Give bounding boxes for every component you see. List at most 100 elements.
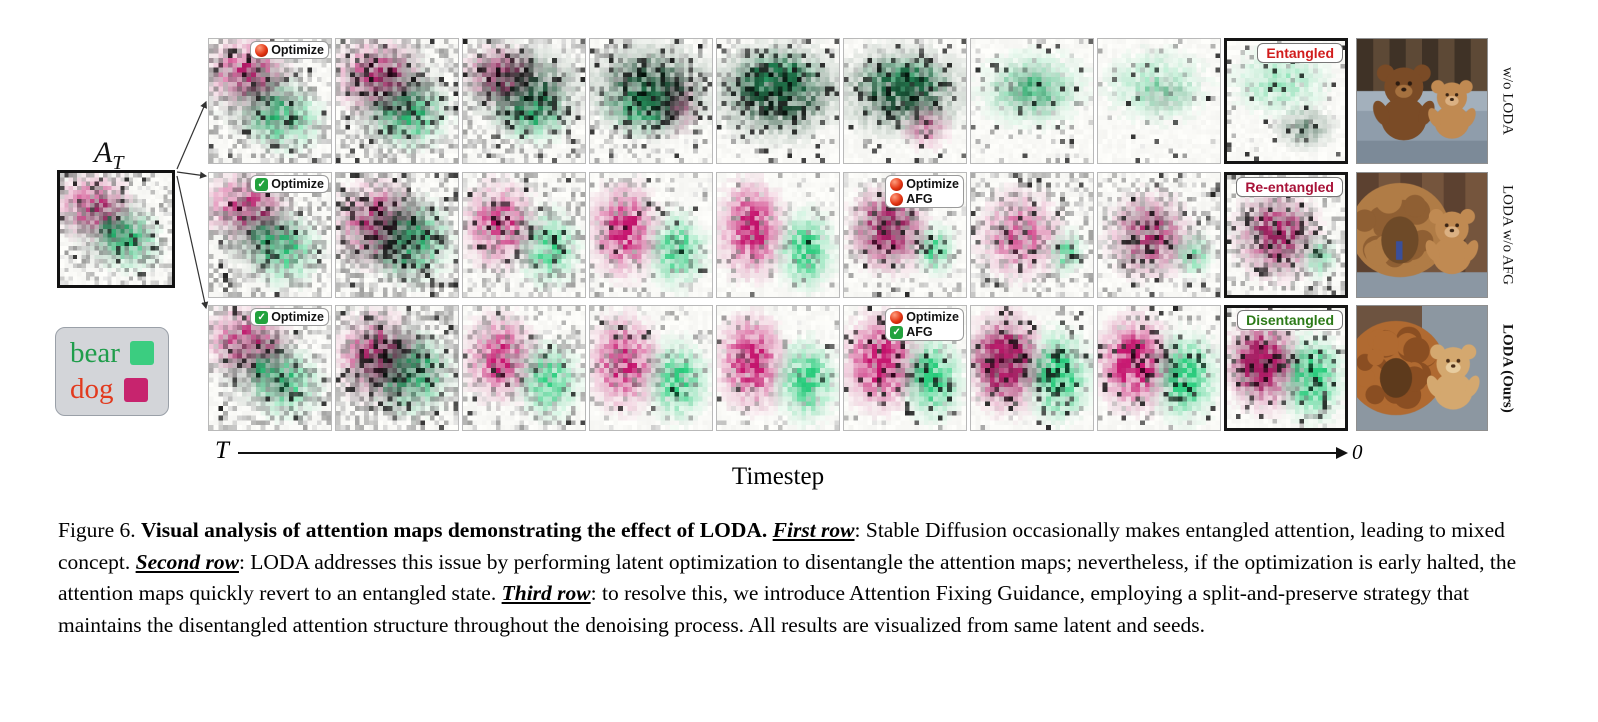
optimize-afg-badge: Optimize AFG bbox=[885, 175, 964, 208]
optimize-afg-badge: Optimize ✓ AFG bbox=[885, 308, 964, 341]
attention-cell: ✓ Optimize bbox=[208, 172, 332, 298]
axis-start-label: T bbox=[215, 437, 229, 464]
attention-cell: Optimize bbox=[208, 38, 332, 164]
attention-cell bbox=[716, 38, 840, 164]
attention-cell bbox=[970, 305, 1094, 431]
at-label-sub: T bbox=[112, 152, 124, 174]
attention-cell: Disentangled bbox=[1224, 305, 1348, 431]
attention-cell: Optimize AFG bbox=[843, 172, 967, 298]
optimize-off-icon bbox=[890, 192, 904, 206]
figure-caption: Figure 6. Visual analysis of attention m… bbox=[58, 515, 1542, 641]
badge-label: AFG bbox=[906, 192, 933, 206]
attention-cell bbox=[589, 305, 713, 431]
state-badge: Re-entangled bbox=[1236, 177, 1343, 197]
attention-map-canvas bbox=[463, 173, 585, 297]
optimize-off-icon bbox=[255, 43, 269, 57]
optimize-off-icon bbox=[890, 310, 904, 324]
attention-cell bbox=[589, 172, 713, 298]
badge-line: AFG bbox=[890, 192, 959, 206]
generated-image bbox=[1356, 305, 1488, 431]
attention-row-3: ✓ Optimize Optimize ✓ AFG Disentangled bbox=[208, 305, 1488, 431]
optimize-badge: ✓ Optimize bbox=[250, 308, 329, 326]
at-label: AT bbox=[94, 136, 123, 175]
optimize-off-icon bbox=[890, 177, 904, 191]
attention-row-2: ✓ Optimize Optimize AFG Re-entangled bbox=[208, 172, 1488, 298]
attention-map-canvas bbox=[336, 306, 458, 430]
attention-map-canvas bbox=[717, 306, 839, 430]
attention-cell bbox=[589, 38, 713, 164]
attention-map-canvas bbox=[336, 39, 458, 163]
fanout-arrows-icon bbox=[176, 100, 209, 310]
attention-cell bbox=[462, 305, 586, 431]
attention-map-canvas bbox=[463, 39, 585, 163]
attention-map-canvas bbox=[971, 173, 1093, 297]
caption-text-2: : LODA addresses this issue by performin… bbox=[58, 549, 1517, 606]
attention-cell: Re-entangled bbox=[1224, 172, 1348, 298]
legend-item-bear: bear bbox=[70, 338, 154, 368]
attention-map-canvas bbox=[1098, 306, 1220, 430]
axis-end-label: 0 bbox=[1352, 440, 1363, 464]
attention-cell: Optimize ✓ AFG bbox=[843, 305, 967, 431]
check-icon: ✓ bbox=[255, 177, 269, 191]
legend-label: bear bbox=[70, 337, 120, 369]
figure-panel: AT bear dog Optimize Entangled ✓ Optimize Opt… bbox=[55, 38, 1516, 490]
attention-cell bbox=[462, 38, 586, 164]
attention-map-canvas bbox=[463, 306, 585, 430]
optimize-badge: Optimize bbox=[250, 41, 329, 59]
badge-line: Optimize bbox=[255, 43, 324, 57]
attention-map-canvas bbox=[1098, 173, 1220, 297]
attention-cell bbox=[1097, 305, 1221, 431]
row-label-1: w/o LODA bbox=[1499, 67, 1516, 135]
legend-swatch bbox=[123, 377, 148, 402]
caption-second-row-ref: Second row bbox=[135, 549, 239, 574]
attention-map-canvas bbox=[1098, 39, 1220, 163]
badge-line: Optimize bbox=[890, 177, 959, 191]
attention-map-canvas bbox=[590, 39, 712, 163]
attention-cell bbox=[843, 38, 967, 164]
generated-image bbox=[1356, 172, 1488, 298]
attention-map-canvas bbox=[717, 39, 839, 163]
attention-cell bbox=[716, 172, 840, 298]
attention-cell bbox=[970, 172, 1094, 298]
attention-cell bbox=[1097, 38, 1221, 164]
attention-cell bbox=[335, 305, 459, 431]
attention-map-canvas bbox=[590, 173, 712, 297]
attention-map-canvas bbox=[844, 39, 966, 163]
attention-map-canvas bbox=[717, 173, 839, 297]
attention-map-canvas bbox=[336, 173, 458, 297]
caption-first-row-ref: First row bbox=[772, 518, 855, 542]
badge-label: Optimize bbox=[906, 177, 959, 191]
badge-label: Optimize bbox=[271, 310, 324, 324]
caption-figure-number: Figure 6. bbox=[58, 518, 142, 542]
state-badge: Entangled bbox=[1257, 43, 1343, 63]
badge-line: ✓ Optimize bbox=[255, 177, 324, 191]
badge-line: ✓ AFG bbox=[890, 325, 959, 339]
attention-map-canvas bbox=[209, 173, 331, 297]
caption-text-1: : Stable Diffusion occasionally makes en… bbox=[58, 518, 1505, 574]
row-label-2: LODA w/o AFG bbox=[1499, 184, 1516, 285]
attention-cell bbox=[1097, 172, 1221, 298]
caption-third-row-ref: Third row bbox=[501, 581, 591, 606]
caption-text-3: : to resolve this, we introduce Attentio… bbox=[58, 581, 1469, 637]
attention-cell bbox=[462, 172, 586, 298]
legend-swatch bbox=[129, 341, 154, 366]
check-icon: ✓ bbox=[890, 325, 904, 339]
attention-row-1: Optimize Entangled bbox=[208, 38, 1488, 164]
optimize-badge: ✓ Optimize bbox=[250, 175, 329, 193]
at-map-canvas bbox=[60, 173, 172, 285]
attention-map-canvas bbox=[590, 306, 712, 430]
badge-label: Optimize bbox=[906, 310, 959, 324]
attention-cell bbox=[335, 172, 459, 298]
badge-line: ✓ Optimize bbox=[255, 310, 324, 324]
attention-cell bbox=[335, 38, 459, 164]
attention-map-canvas bbox=[971, 306, 1093, 430]
attention-map-canvas bbox=[209, 39, 331, 163]
attention-map-canvas bbox=[209, 306, 331, 430]
attention-map-canvas bbox=[971, 39, 1093, 163]
generated-image bbox=[1356, 38, 1488, 164]
legend-item-dog: dog bbox=[70, 374, 154, 405]
attention-cell bbox=[970, 38, 1094, 164]
badge-line: Optimize bbox=[890, 310, 959, 324]
state-badge: Disentangled bbox=[1237, 310, 1343, 330]
caption-title: Visual analysis of attention maps demons… bbox=[141, 518, 773, 542]
